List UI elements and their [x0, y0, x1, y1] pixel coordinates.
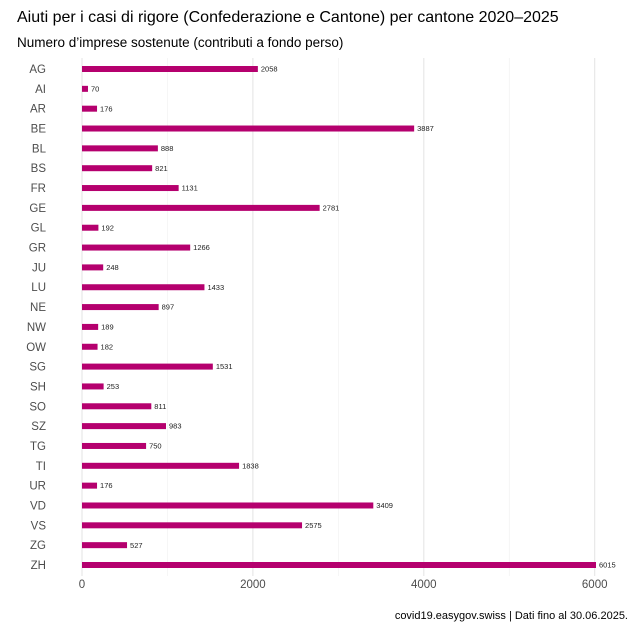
- bar-tg: [82, 442, 147, 449]
- bar-ar: [82, 105, 98, 112]
- y-tick-label-ag: AG: [29, 64, 46, 76]
- value-label-ti: 1838: [242, 461, 259, 470]
- y-tick-label-ti: TI: [36, 461, 46, 473]
- value-label-nw: 189: [101, 323, 114, 332]
- bar-sz: [82, 423, 167, 430]
- value-label-ne: 897: [162, 303, 175, 312]
- value-label-gl: 192: [101, 223, 114, 232]
- value-label-bs: 821: [155, 164, 168, 173]
- value-label-tg: 750: [149, 442, 162, 451]
- value-label-vs: 2575: [305, 521, 322, 530]
- bar-nw: [82, 323, 99, 330]
- bar-vd: [82, 502, 374, 509]
- bar-ow: [82, 343, 98, 350]
- value-label-so: 811: [154, 402, 166, 411]
- value-label-ow: 182: [101, 342, 114, 351]
- bar-ju: [82, 264, 104, 271]
- y-tick-label-ar: AR: [30, 104, 46, 116]
- value-label-ag: 2058: [261, 65, 278, 74]
- y-tick-label-ju: JU: [32, 262, 46, 274]
- bar-so: [82, 403, 152, 410]
- value-label-zg: 527: [130, 541, 143, 550]
- value-label-gr: 1266: [193, 243, 210, 252]
- value-label-be: 3887: [417, 124, 434, 133]
- bar-ag: [82, 66, 258, 72]
- y-tick-label-so: SO: [29, 401, 46, 413]
- y-tick-label-sz: SZ: [31, 421, 46, 433]
- y-tick-label-vd: VD: [30, 500, 46, 512]
- y-tick-label-ai: AI: [35, 84, 46, 96]
- y-tick-label-zg: ZG: [30, 540, 46, 552]
- bar-bs: [82, 165, 153, 172]
- value-label-fr: 1131: [182, 184, 198, 193]
- bar-be: [82, 125, 415, 132]
- x-tick-label: 6000: [582, 579, 608, 591]
- y-tick-label-fr: FR: [31, 183, 46, 195]
- value-label-bl: 888: [161, 144, 174, 153]
- bar-ge: [82, 204, 320, 211]
- y-tick-label-be: BE: [31, 124, 47, 136]
- value-label-ju: 248: [106, 263, 119, 272]
- y-tick-label-gl: GL: [31, 223, 47, 235]
- bar-ai: [82, 85, 88, 92]
- y-tick-label-ne: NE: [30, 302, 46, 314]
- chart-subtitle: Numero d’imprese sostenute (contributi a…: [17, 35, 344, 50]
- value-label-ge: 2781: [323, 203, 340, 212]
- value-label-zh: 6015: [599, 561, 616, 570]
- value-label-ur: 176: [100, 481, 113, 490]
- bar-gl: [82, 224, 99, 231]
- bar-bl: [82, 145, 158, 152]
- value-label-sz: 983: [169, 422, 182, 431]
- value-label-ar: 176: [100, 104, 113, 113]
- value-label-vd: 3409: [376, 501, 393, 510]
- y-tick-label-zh: ZH: [31, 560, 46, 572]
- bar-gr: [82, 244, 191, 251]
- y-tick-label-bl: BL: [32, 143, 47, 155]
- value-label-ai: 70: [91, 84, 99, 93]
- y-tick-label-gr: GR: [29, 243, 46, 255]
- y-tick-label-vs: VS: [31, 520, 47, 532]
- source-caption: covid19.easygov.swiss | Dati fino al 30.…: [394, 610, 628, 622]
- y-tick-label-ge: GE: [29, 203, 46, 215]
- value-label-lu: 1433: [207, 283, 224, 292]
- y-tick-label-bs: BS: [31, 163, 47, 175]
- bar-sg: [82, 363, 213, 370]
- bar-sh: [82, 383, 104, 390]
- value-label-sh: 253: [107, 382, 120, 391]
- bar-ur: [82, 482, 98, 489]
- y-tick-label-sg: SG: [29, 362, 46, 374]
- bar-fr: [82, 185, 179, 192]
- x-tick-label: 4000: [411, 579, 437, 591]
- y-tick-label-ow: OW: [26, 342, 46, 354]
- bar-ne: [82, 304, 159, 311]
- bar-ti: [82, 462, 240, 469]
- x-tick-label: 2000: [240, 579, 266, 591]
- y-tick-label-ur: UR: [29, 481, 46, 493]
- bar-zg: [82, 542, 128, 549]
- bar-vs: [82, 522, 303, 529]
- y-tick-label-tg: TG: [30, 441, 46, 453]
- y-tick-label-lu: LU: [31, 282, 46, 294]
- bar-zh: [82, 562, 596, 568]
- bar-lu: [82, 284, 205, 291]
- x-tick-label: 0: [79, 579, 85, 591]
- y-tick-label-nw: NW: [27, 322, 46, 334]
- value-label-sg: 1531: [216, 362, 233, 371]
- y-tick-label-sh: SH: [30, 381, 46, 393]
- chart-title: Aiuti per i casi di rigore (Confederazio…: [17, 9, 559, 26]
